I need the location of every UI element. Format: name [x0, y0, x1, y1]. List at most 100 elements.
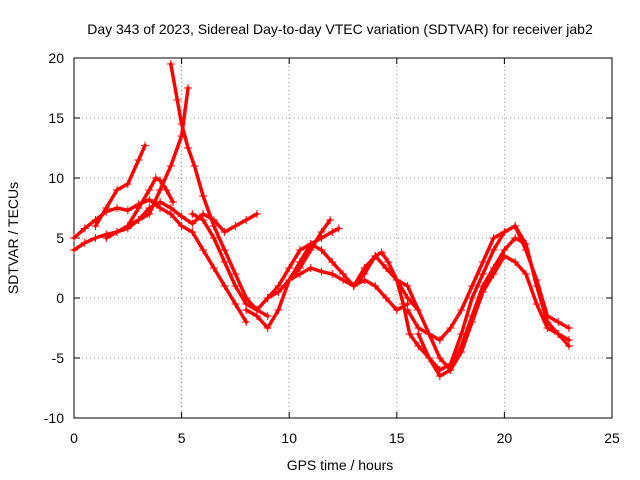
data-point [532, 276, 541, 284]
data-point [102, 204, 111, 212]
data-point [231, 300, 240, 308]
data-point [382, 294, 391, 302]
data-point [511, 234, 520, 242]
data-point [435, 354, 444, 362]
data-point [263, 324, 272, 332]
data-point [377, 248, 386, 257]
data-point [177, 120, 186, 128]
data-point [263, 294, 272, 302]
y-tick-label: 15 [48, 110, 64, 126]
data-point [145, 186, 154, 194]
data-point [446, 366, 455, 374]
y-axis-label: SDTVAR / TECUs [5, 182, 21, 294]
data-point [113, 204, 122, 212]
data-point [564, 342, 573, 350]
y-tick-label: -10 [44, 410, 64, 426]
data-point [231, 222, 240, 230]
data-point [263, 312, 272, 320]
data-point [102, 234, 111, 242]
data-point [328, 228, 337, 236]
data-point [554, 318, 563, 326]
series-trace [405, 224, 571, 342]
data-point [285, 276, 294, 284]
series-track-14 [414, 234, 530, 380]
y-tick-label: 5 [56, 230, 64, 246]
data-point [113, 186, 122, 194]
data-point [162, 186, 171, 194]
data-point [457, 306, 466, 314]
data-point [123, 180, 132, 188]
data-point [317, 234, 326, 242]
data-point [91, 222, 100, 230]
series-track-6 [166, 60, 272, 320]
data-point [177, 212, 186, 221]
data-point [70, 234, 78, 242]
data-point [177, 222, 186, 230]
y-tick-label: 10 [48, 170, 64, 186]
grid [74, 58, 612, 418]
data-point [382, 264, 391, 272]
data-point [209, 264, 218, 272]
y-tick-label: 0 [56, 290, 64, 306]
data-point [209, 234, 218, 242]
data-point [500, 228, 509, 236]
data-point [414, 306, 423, 314]
data-point [478, 258, 487, 266]
data-point [446, 324, 455, 332]
axis-ticks: 0 5 10 15 20 25 -10 -5 0 5 10 15 20 [44, 50, 620, 446]
data-point [414, 342, 423, 350]
data-point [468, 282, 477, 290]
data-point [141, 141, 150, 150]
data-point [242, 216, 251, 224]
data-point [166, 60, 175, 68]
data-point [403, 306, 412, 314]
data-point [478, 282, 487, 290]
data-point [317, 246, 326, 254]
data-point [184, 144, 193, 152]
data-point [220, 282, 229, 290]
data-point [166, 162, 175, 170]
data-point [371, 282, 380, 290]
data-point [403, 294, 412, 302]
series-trace [72, 200, 259, 252]
data-point [274, 282, 283, 290]
data-point [328, 258, 337, 266]
data-point [478, 270, 487, 278]
x-tick-label: 5 [178, 430, 186, 446]
series-track-10 [285, 224, 343, 284]
data-point [489, 246, 498, 254]
series-trace [287, 226, 341, 282]
data-point [220, 228, 229, 236]
data-point [328, 270, 337, 278]
data-point [360, 264, 369, 272]
x-axis-label: GPS time / hours [287, 457, 394, 473]
data-point [231, 270, 240, 278]
data-point [489, 264, 498, 272]
y-tick-label: -5 [52, 350, 65, 366]
data-point [425, 330, 434, 338]
data-point [554, 330, 563, 338]
data-point [564, 324, 573, 332]
data-point [173, 96, 182, 104]
data-point [242, 306, 251, 314]
data-point [188, 219, 197, 228]
data-point [91, 234, 100, 242]
data-point [231, 282, 240, 290]
data-point [334, 224, 343, 233]
data-point [435, 336, 444, 344]
series-trace [190, 212, 332, 312]
data-point [349, 282, 358, 290]
data-point [156, 176, 165, 185]
chart-title: Day 343 of 2023, Sidereal Day-to-day VTE… [87, 21, 593, 37]
data-point [405, 330, 414, 338]
y-tick-label: 20 [48, 50, 64, 66]
data-point [184, 84, 193, 92]
data-point [252, 312, 261, 320]
data-series [70, 60, 573, 380]
data-point [145, 210, 154, 218]
data-point [242, 318, 251, 326]
x-tick-label: 10 [281, 430, 297, 446]
data-point [511, 222, 520, 230]
data-point [468, 312, 477, 320]
data-point [489, 234, 498, 242]
